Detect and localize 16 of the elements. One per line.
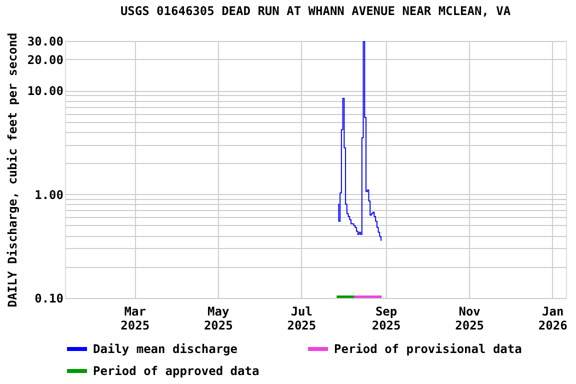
- x-tick-label: May 2025: [204, 304, 233, 332]
- x-tick-label: Sep 2025: [372, 304, 401, 332]
- chart-title: USGS 01646305 DEAD RUN AT WHANN AVENUE NEAR MCLEAN, VA: [120, 4, 512, 18]
- legend-label: Period of approved data: [93, 364, 260, 378]
- x-tick-label: Jan 2026: [538, 304, 568, 332]
- y-tick-label: 0.10: [34, 292, 64, 306]
- y-tick-label: 10.00: [27, 84, 64, 98]
- legend-label: Daily mean discharge: [93, 342, 238, 356]
- legend-label: Period of provisional data: [334, 342, 522, 356]
- x-tick-label: Mar 2025: [120, 304, 150, 332]
- x-tick-label: Jul 2025: [287, 304, 316, 332]
- x-tick-label: Nov 2025: [455, 304, 484, 332]
- y-tick-label: 20.00: [27, 52, 64, 67]
- y-tick-label: 30.00: [27, 34, 64, 48]
- y-tick-label: 1.00: [34, 188, 64, 202]
- y-axis-title: DAILY Discharge, cubic feet per second: [5, 32, 20, 308]
